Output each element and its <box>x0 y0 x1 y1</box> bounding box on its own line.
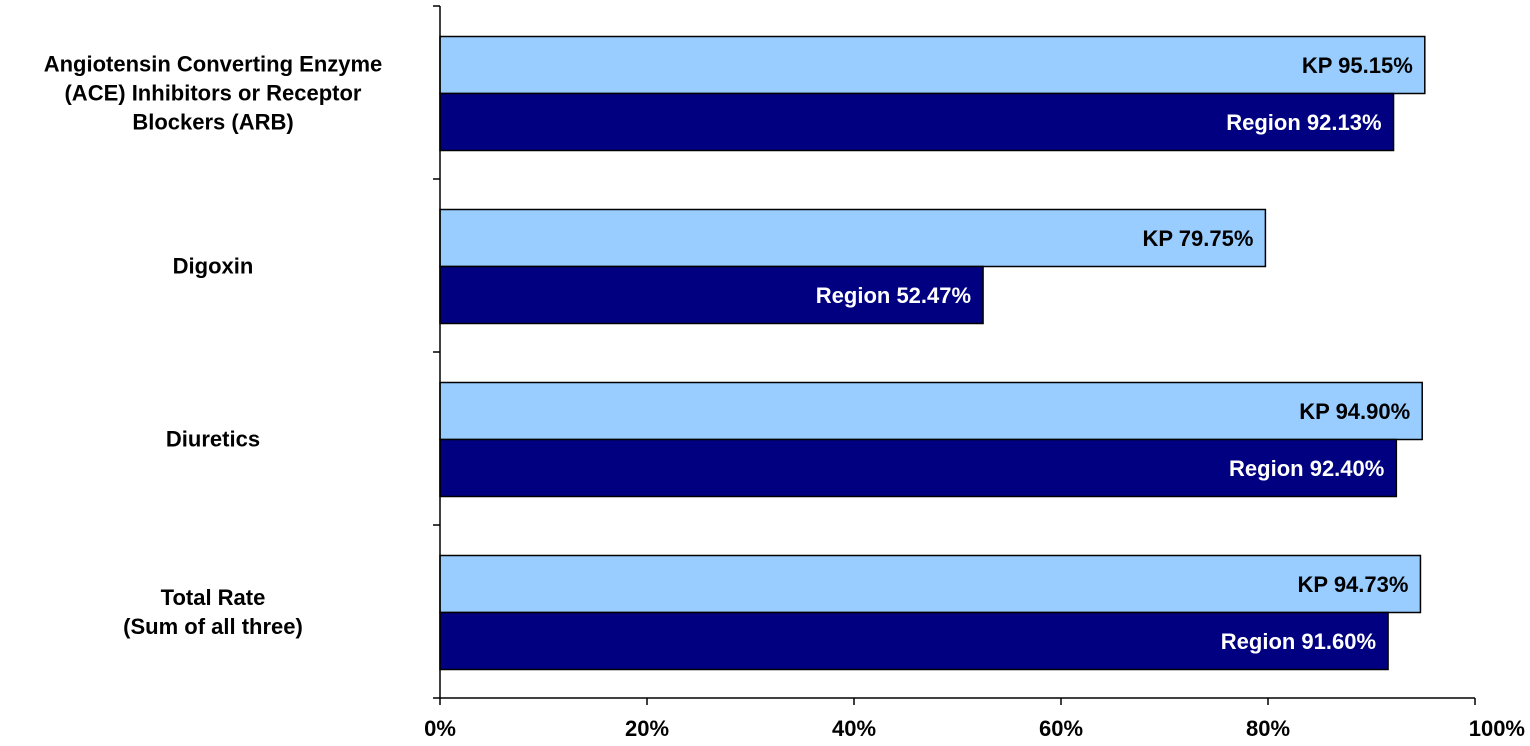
data-label: Region 92.13% <box>1226 110 1381 135</box>
x-tick-label: 20% <box>625 716 669 741</box>
x-tick-label: 40% <box>832 716 876 741</box>
bar-series-1-cat-0 <box>439 92 1395 152</box>
bar-series-0-cat-2 <box>439 381 1423 441</box>
bar-series-0-cat-1 <box>439 208 1267 268</box>
bars-group <box>439 35 1426 671</box>
x-tick-label: 60% <box>1039 716 1083 741</box>
category-label-line: (ACE) Inhibitors or Receptor <box>64 81 361 106</box>
data-label: Region 91.60% <box>1221 629 1376 654</box>
category-label-line: Total Rate <box>161 585 266 610</box>
category-label-line: Digoxin <box>173 254 254 279</box>
data-labels-group: KP 95.15% Region 92.13% KP 79.75% Region 52… <box>816 53 1413 654</box>
data-label: Region 92.40% <box>1229 456 1384 481</box>
data-label: Region 52.47% <box>816 283 971 308</box>
bar-series-1-cat-2 <box>439 438 1398 498</box>
category-label-line: Diuretics <box>166 427 260 452</box>
data-label: KP 94.73% <box>1298 572 1409 597</box>
x-tick-label: 0% <box>424 716 456 741</box>
axes-group: Angiotensin Converting Enzyme (ACE) Inhib… <box>44 5 1525 741</box>
category-label: Angiotensin Converting Enzyme (ACE) Inhib… <box>44 52 383 135</box>
data-label: KP 79.75% <box>1143 226 1254 251</box>
x-tick-label: 100% <box>1469 716 1525 741</box>
category-label: Total Rate (Sum of all three) <box>123 585 303 639</box>
category-label-line: Blockers (ARB) <box>132 110 293 135</box>
bar-series-1-cat-1 <box>439 265 984 325</box>
bar-series-0-cat-0 <box>439 35 1426 95</box>
category-label: Digoxin <box>173 254 254 279</box>
category-label-line: (Sum of all three) <box>123 614 303 639</box>
x-tick-label: 80% <box>1246 716 1290 741</box>
bar-series-0-cat-3 <box>439 554 1422 614</box>
category-label-line: Angiotensin Converting Enzyme <box>44 52 383 77</box>
category-label: Diuretics <box>166 427 260 452</box>
data-label: KP 94.90% <box>1299 399 1410 424</box>
data-label: KP 95.15% <box>1302 53 1413 78</box>
